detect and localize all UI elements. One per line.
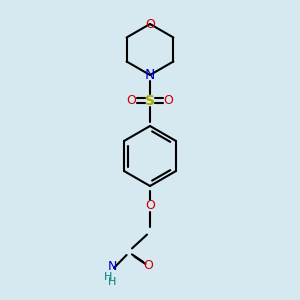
Text: O: O: [127, 94, 136, 107]
Text: S: S: [145, 94, 155, 107]
Text: H: H: [108, 277, 117, 287]
Text: O: O: [144, 259, 153, 272]
Text: O: O: [145, 199, 155, 212]
Text: H: H: [104, 272, 112, 283]
Text: N: N: [108, 260, 117, 273]
Text: N: N: [145, 68, 155, 82]
Text: O: O: [164, 94, 173, 107]
Text: O: O: [145, 17, 155, 31]
